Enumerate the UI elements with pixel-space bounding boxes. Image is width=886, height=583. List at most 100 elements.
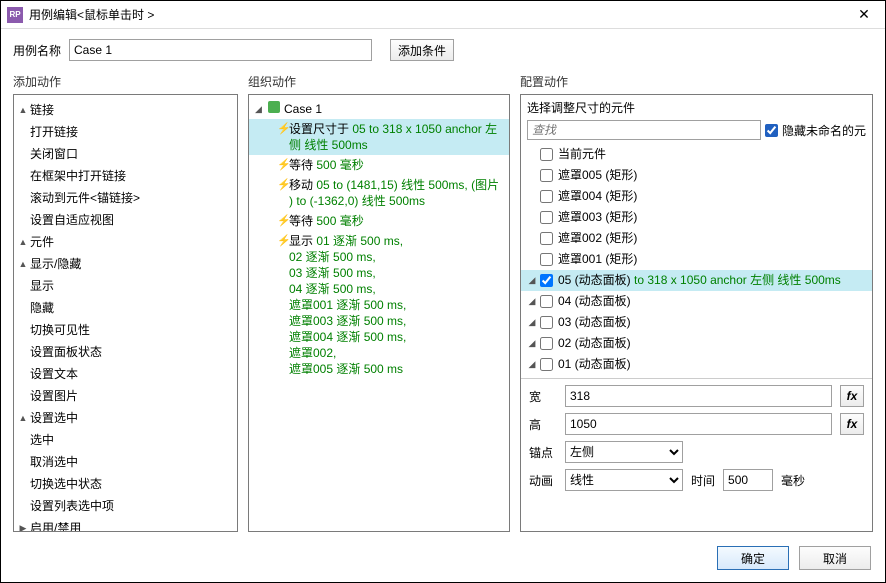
step-text: 移动 05 to (1481,15) 线性 500ms, (图片 ) to (-… [289, 177, 505, 209]
cfg-item-checkbox[interactable] [540, 295, 553, 308]
org-step-row[interactable]: ⚡显示 01 逐渐 500 ms,02 逐渐 500 ms,03 逐渐 500 … [249, 231, 509, 379]
case-name-row: 用例名称 添加条件 [1, 29, 885, 71]
time-label: 时间 [691, 472, 715, 489]
window-title: 用例编辑<鼠标单击时 > [29, 6, 849, 23]
action-tree-item[interactable]: 切换选中状态 [14, 473, 237, 495]
anchor-select[interactable]: 左侧 [565, 441, 683, 463]
cfg-element-list[interactable]: 当前元件遮罩005 (矩形) 遮罩004 (矩形) 遮罩003 (矩形)遮罩002 … [521, 144, 872, 379]
app-icon: RP [7, 7, 23, 23]
action-tree-item[interactable]: 设置面板状态 [14, 341, 237, 363]
cfg-list-item[interactable]: 遮罩002 (矩形) [521, 228, 872, 249]
action-tree-item[interactable]: 设置自适应视图 [14, 209, 237, 231]
action-tree-item[interactable]: 在框架中打开链接 [14, 165, 237, 187]
height-input[interactable] [565, 413, 832, 435]
action-tree-item[interactable]: 切换可见性 [14, 319, 237, 341]
org-step-row[interactable]: ⚡等待 500 毫秒 [249, 155, 509, 175]
tree-label: 设置文本 [30, 365, 78, 383]
add-action-panel: ▲链接打开链接关闭窗口在框架中打开链接滚动到元件<锚链接>设置自适应视图▲元件▲… [13, 94, 238, 532]
action-tree-item[interactable]: ▲元件 [14, 231, 237, 253]
anim-select[interactable]: 线性 [565, 469, 683, 491]
cfg-item-checkbox[interactable] [540, 232, 553, 245]
action-tree-item[interactable]: ▶启用/禁用 [14, 517, 237, 531]
cfg-list-item[interactable]: ◢02 (动态面板) [521, 333, 872, 354]
case-editor-dialog: RP 用例编辑<鼠标单击时 > ✕ 用例名称 添加条件 添加动作 ▲链接打开链接… [0, 0, 886, 583]
cfg-item-checkbox[interactable] [540, 148, 553, 161]
expand-icon: ▶ [18, 519, 28, 531]
cfg-list-item[interactable]: 遮罩001 (矩形) [521, 249, 872, 270]
cfg-search-input[interactable] [527, 120, 761, 140]
add-condition-button[interactable]: 添加条件 [390, 39, 454, 61]
cfg-item-checkbox[interactable] [540, 274, 553, 287]
titlebar: RP 用例编辑<鼠标单击时 > ✕ [1, 1, 885, 29]
cfg-list-item[interactable]: ◢01 (动态面板) [521, 354, 872, 375]
cfg-item-label: 05 (动态面板) to 318 x 1050 anchor 左侧 线性 500… [558, 271, 841, 290]
ok-button[interactable]: 确定 [717, 546, 789, 570]
action-tree-item[interactable]: 滚动到元件<锚链接> [14, 187, 237, 209]
cfg-item-checkbox[interactable] [540, 253, 553, 266]
cfg-item-checkbox[interactable] [540, 316, 553, 329]
tree-label: 显示 [30, 277, 54, 295]
cfg-list-item[interactable]: 遮罩003 (矩形) [521, 207, 872, 228]
width-input[interactable] [565, 385, 832, 407]
cfg-list-item[interactable]: 当前元件 [521, 144, 872, 165]
action-tree-item[interactable]: 选中 [14, 429, 237, 451]
tree-label: 设置面板状态 [30, 343, 102, 361]
cfg-list-item[interactable]: ◢04 (动态面板) [521, 291, 872, 312]
cfg-list-item[interactable]: 遮罩004 (矩形) [521, 186, 872, 207]
time-unit: 毫秒 [781, 472, 805, 489]
time-input[interactable] [723, 469, 773, 491]
hide-unnamed-checkbox[interactable] [765, 124, 778, 137]
case-icon [268, 101, 280, 113]
width-label: 宽 [529, 388, 557, 405]
dialog-footer: 确定 取消 [1, 538, 885, 582]
action-tree-item[interactable]: 取消选中 [14, 451, 237, 473]
cfg-item-label: 遮罩004 (矩形) [558, 187, 637, 206]
action-tree-item[interactable]: 打开链接 [14, 121, 237, 143]
cfg-item-checkbox[interactable] [540, 358, 553, 371]
hide-unnamed-row[interactable]: 隐藏未命名的元 [765, 122, 866, 139]
org-action-scroll[interactable]: ◢Case 1⚡设置尺寸于 05 to 318 x 1050 anchor 左侧… [249, 95, 509, 531]
cfg-list-item[interactable]: ◢03 (动态面板) [521, 312, 872, 333]
org-step-row[interactable]: ⚡设置尺寸于 05 to 318 x 1050 anchor 左侧 线性 500… [249, 119, 509, 155]
action-tree-item[interactable]: 隐藏 [14, 297, 237, 319]
anchor-label: 锚点 [529, 444, 557, 461]
width-fx-button[interactable]: fx [840, 385, 864, 407]
cfg-item-label: 遮罩003 (矩形) [558, 208, 637, 227]
cfg-item-checkbox[interactable] [540, 169, 553, 182]
cfg-list-item[interactable]: ◢05 (动态面板) to 318 x 1050 anchor 左侧 线性 50… [521, 270, 872, 291]
add-action-title: 添加动作 [13, 71, 238, 94]
tree-label: 元件 [30, 233, 54, 251]
action-tree-item[interactable]: 设置文本 [14, 363, 237, 385]
action-tree-item[interactable]: ▲显示/隐藏 [14, 253, 237, 275]
action-tree-item[interactable]: ▲链接 [14, 99, 237, 121]
cfg-item-checkbox[interactable] [540, 211, 553, 224]
close-icon[interactable]: ✕ [849, 6, 879, 23]
action-tree-item[interactable]: 设置图片 [14, 385, 237, 407]
action-tree-item[interactable]: 关闭窗口 [14, 143, 237, 165]
cfg-item-label: 遮罩001 (矩形) [558, 250, 637, 269]
expand-icon: ◢ [527, 292, 537, 311]
tree-label: 切换可见性 [30, 321, 90, 339]
expand-icon: ◢ [527, 355, 537, 374]
cfg-item-checkbox[interactable] [540, 337, 553, 350]
height-fx-button[interactable]: fx [840, 413, 864, 435]
action-tree-item[interactable]: ▲设置选中 [14, 407, 237, 429]
cancel-button[interactable]: 取消 [799, 546, 871, 570]
cfg-list-item[interactable]: 遮罩005 (矩形) [521, 165, 872, 186]
tree-label: 取消选中 [30, 453, 78, 471]
height-label: 高 [529, 416, 557, 433]
case-label: Case 1 [284, 101, 322, 117]
cfg-action-panel: 选择调整尺寸的元件 隐藏未命名的元 当前元件遮罩005 (矩形)遮罩004 (矩… [520, 94, 873, 532]
org-step-row[interactable]: ⚡等待 500 毫秒 [249, 211, 509, 231]
case-name-input[interactable] [69, 39, 372, 61]
add-action-scroll[interactable]: ▲链接打开链接关闭窗口在框架中打开链接滚动到元件<锚链接>设置自适应视图▲元件▲… [14, 95, 237, 531]
tree-label: 设置自适应视图 [30, 211, 114, 229]
org-case-row[interactable]: ◢Case 1 [249, 99, 509, 119]
cfg-item-label: 遮罩005 (矩形) [558, 166, 637, 185]
org-step-row[interactable]: ⚡移动 05 to (1481,15) 线性 500ms, (图片 ) to (… [249, 175, 509, 211]
cfg-item-checkbox[interactable] [540, 190, 553, 203]
step-text: 等待 500 毫秒 [289, 157, 505, 173]
bolt-icon: ⚡ [277, 233, 289, 377]
action-tree-item[interactable]: 显示 [14, 275, 237, 297]
action-tree-item[interactable]: 设置列表选中项 [14, 495, 237, 517]
